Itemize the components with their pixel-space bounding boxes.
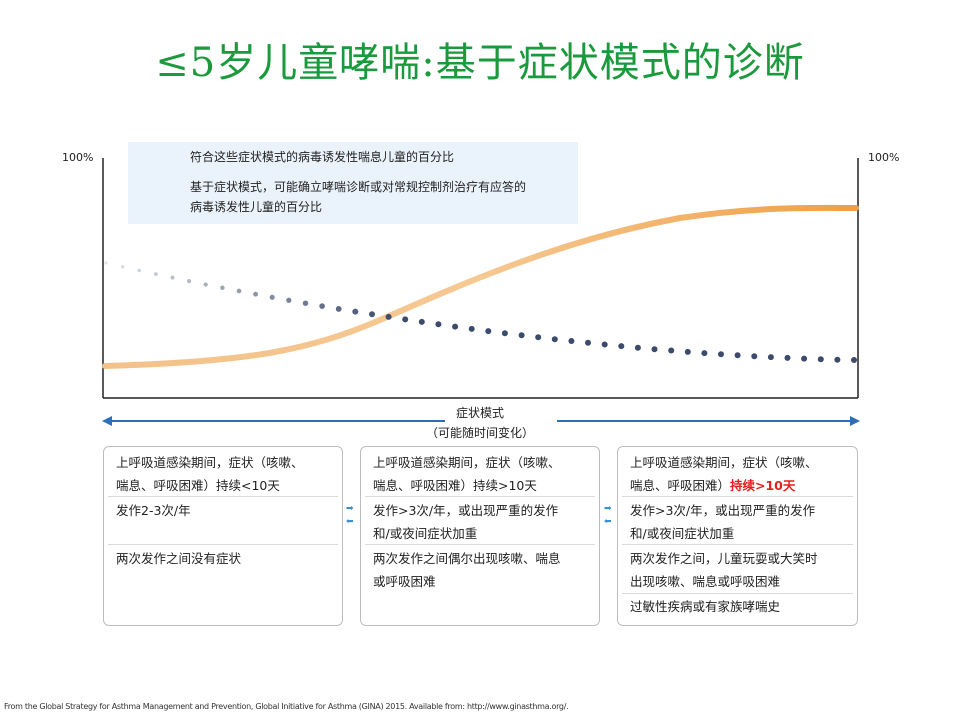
small-arrow-left-icon: ⬅ [604,517,612,527]
legend: 符合这些症状模式的病毒诱发性喘息儿童的百分比 基于症状模式，可能确立哮喘诊断或对… [128,142,578,224]
dotted-curve-point [568,338,575,344]
box3-row4: 过敏性疾病或有家族哮喘史 [630,599,781,614]
dotted-curve-point [518,332,525,339]
box3-row1: 上呼吸道感染期间，症状（咳嗽、 喘息、呼吸困难）持续>10天 [630,455,818,493]
citation-footer: From the Global Strategy for Asthma Mana… [4,702,569,711]
dotted-curve-point [585,339,591,346]
dotted-curve-point [668,347,675,354]
dotted-curve-point [551,336,558,343]
dotted-curve-point [385,313,392,320]
dotted-curve-point [120,265,125,269]
legend-solid-text-line2: 病毒诱发性儿童的百分比 [190,200,323,214]
arrow-left-head [102,416,112,426]
dotted-curve-point [435,321,442,328]
small-arrow-right-icon: ➡ [346,504,354,514]
arrow-right-head [850,416,860,426]
box1-row3: 两次发作之间没有症状 [116,551,242,566]
dotted-curve-point [485,328,492,335]
legend-solid-text-line1: 基于症状模式，可能确立哮喘诊断或对常规控制剂治疗有应答的 [190,180,527,194]
dotted-curve-point [601,341,608,348]
dotted-curve-point [236,288,242,294]
x-axis-sublabel: （可能随时间变化） [425,426,534,440]
y-right-label: 100% [868,151,900,164]
dotted-curve-point [286,297,292,303]
small-arrow-right-icon: ➡ [604,504,612,514]
dotted-curve-point [154,272,158,276]
box2-row1: 上呼吸道感染期间，症状（咳嗽、 喘息、呼吸困难）持续>10天 [373,455,561,493]
pattern-box-1: 上呼吸道感染期间，症状（咳嗽、 喘息、呼吸困难）持续<10天 发作2-3次/年 … [103,446,343,626]
dotted-curve-point [684,348,691,355]
dotted-curve-point [784,354,791,361]
dotted-curve-point [817,356,824,363]
dotted-curve-point [452,323,459,330]
dotted-curve-point [369,311,375,318]
box1-row1: 上呼吸道感染期间，症状（咳嗽、 喘息、呼吸困难）持续<10天 [116,455,304,493]
wheeze-percentage-dotted-curve [104,261,857,363]
dotted-curve-point [701,350,708,357]
dotted-curve-point [634,344,641,351]
dotted-curve-point [104,261,108,265]
dotted-curve-point [834,356,841,363]
dotted-curve-point [651,346,658,353]
dotted-curve-point [718,351,724,358]
small-arrow-left-icon: ⬅ [346,517,354,527]
dotted-curve-point [734,352,741,359]
box2-row2: 发作>3次/年，或出现严重的发作 和/或夜间症状加重 [373,503,559,541]
dotted-curve-point [535,334,542,341]
x-axis-label: 症状模式 [455,406,504,420]
dotted-curve-point [851,357,857,363]
page-title: ≤5岁儿童哮喘:基于症状模式的诊断 [155,40,805,86]
legend-dotted-text: 符合这些症状模式的病毒诱发性喘息儿童的百分比 [190,150,455,164]
asthma-likelihood-curve [102,204,859,369]
dotted-curve-point [751,353,758,360]
dotted-curve-point [187,279,192,284]
dotted-curve-point [170,275,175,280]
dotted-curve-point [418,318,425,325]
highlight-duration: 持续>10天 [730,478,796,493]
dotted-curve-point [352,308,359,315]
box2-row3: 两次发作之间偶尔出现咳嗽、喘息 或呼吸困难 [373,551,561,589]
dotted-curve-point [335,305,342,312]
dotted-curve-point [468,325,475,332]
dotted-curve-point [269,294,275,300]
dotted-curve-point [618,343,625,350]
dotted-curve-point [253,291,259,297]
box3-row2: 发作>3次/年，或出现严重的发作 和/或夜间症状加重 [630,503,816,541]
dotted-curve-point [767,354,774,361]
y-left-label: 100% [62,151,94,164]
dotted-curve-point [801,355,808,362]
pattern-box-2: 上呼吸道感染期间，症状（咳嗽、 喘息、呼吸困难）持续>10天 发作>3次/年，或… [360,446,600,626]
dotted-curve-point [302,300,309,306]
dotted-curve-point [402,316,409,323]
box1-row2: 发作2-3次/年 [116,503,191,518]
pattern-box-3: 上呼吸道感染期间，症状（咳嗽、 喘息、呼吸困难）持续>10天 发作>3次/年，或… [617,446,858,626]
dotted-curve-point [137,268,141,273]
dotted-curve-point [203,282,208,287]
dotted-curve-point [319,303,325,309]
symptom-pattern-chart [102,156,860,426]
dotted-curve-point [501,330,508,337]
dotted-curve-point [220,285,225,291]
box3-row3: 两次发作之间，儿童玩耍或大笑时 出现咳嗽、喘息或呼吸困难 [630,551,818,589]
